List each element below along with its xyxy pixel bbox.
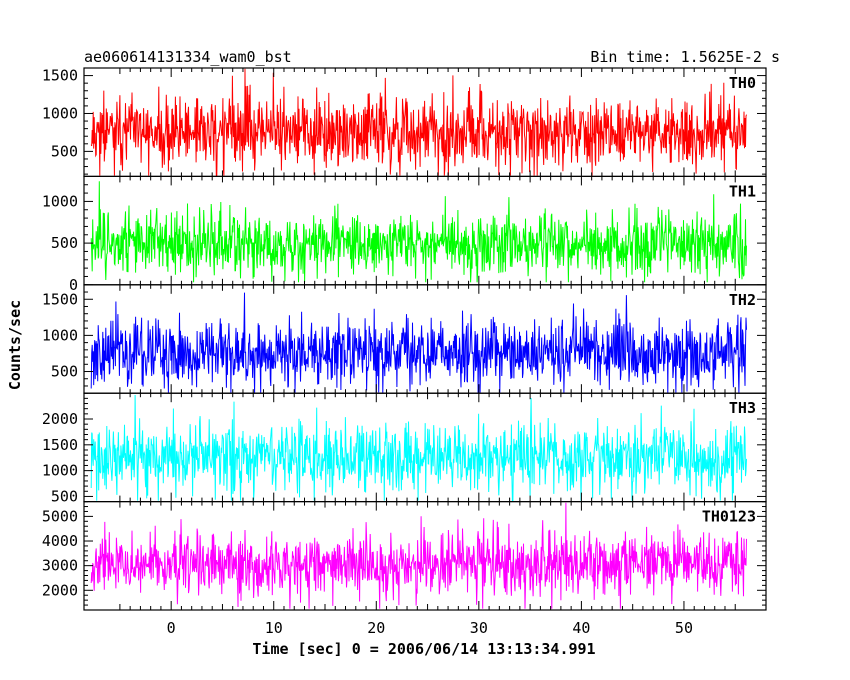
y-tick-label: 0	[69, 276, 78, 294]
y-tick-label: 1000	[42, 326, 78, 344]
series-line-th0	[90, 68, 747, 177]
y-tick-label: 1000	[42, 462, 78, 480]
y-tick-label: 5000	[42, 507, 78, 525]
y-tick-label: 1000	[42, 192, 78, 210]
series-name-th3: TH3	[729, 399, 756, 417]
series-name-th1: TH1	[729, 182, 756, 200]
y-tick-label: 2000	[42, 410, 78, 428]
x-tick-label: 20	[367, 619, 385, 637]
series-line-th3	[90, 394, 747, 502]
y-tick-label: 4000	[42, 532, 78, 550]
panel-th0123: 2000 3000 4000 5000 TH0123	[42, 501, 767, 611]
y-tick-label: 500	[51, 487, 78, 505]
y-tick-label: 1500	[42, 436, 78, 454]
y-tick-label: 500	[51, 142, 78, 160]
panel-th0: 500 1000 1500 TH0	[42, 67, 767, 178]
y-axis-label: Counts/sec	[6, 300, 24, 390]
y-tick-label: 1500	[42, 67, 78, 85]
x-tick-label: 30	[470, 619, 488, 637]
series-line-th1	[90, 181, 747, 283]
y-tick-label: 1000	[42, 104, 78, 122]
y-tick-label: 2000	[42, 581, 78, 599]
panel-frame	[83, 175, 767, 286]
x-tick-label: 0	[167, 619, 176, 637]
x-tick-label: 40	[572, 619, 590, 637]
series-name-th0123: TH0123	[702, 508, 756, 526]
y-tick-label: 500	[51, 234, 78, 252]
x-axis: 0 10 20 30 40 50	[167, 619, 693, 637]
series-line-th2	[90, 292, 747, 393]
chart-title-right: Bin time: 1.5625E-2 s	[590, 48, 780, 66]
y-tick-label: 1500	[42, 290, 78, 308]
series-name-th2: TH2	[729, 291, 756, 309]
chart-title-left: ae060614131334_wam0_bst	[84, 48, 292, 66]
x-tick-label: 50	[675, 619, 693, 637]
panel-th1: 0 500 1000 TH1	[42, 175, 767, 294]
y-tick-label: 500	[51, 363, 78, 381]
panel-frame	[83, 284, 767, 394]
series-line-th0123	[90, 502, 747, 609]
panel-th2: 500 1000 1500 TH2	[42, 284, 767, 394]
panel-th3: 500 1000 1500 2000 TH3	[42, 392, 767, 505]
x-tick-label: 10	[265, 619, 283, 637]
series-name-th0: TH0	[729, 74, 756, 92]
x-axis-label: Time [sec] 0 = 2006/06/14 13:13:34.991	[252, 640, 595, 658]
y-tick-label: 3000	[42, 557, 78, 575]
